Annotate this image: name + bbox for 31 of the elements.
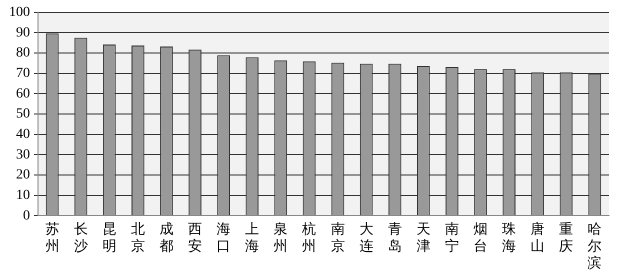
y-tick-label: 40: [16, 126, 30, 142]
y-tick-label: 90: [16, 25, 30, 40]
x-tick-label: 哈尔滨: [588, 222, 602, 272]
x-tick-label: 海口: [216, 222, 231, 254]
y-tick-label: 70: [16, 66, 30, 82]
x-tick-label: 重庆: [559, 222, 574, 254]
x-tick-label: 南宁: [444, 222, 459, 254]
y-tick-label: 0: [23, 208, 30, 224]
y-tick-label: 10: [16, 188, 30, 203]
x-tick-label: 昆明: [102, 222, 116, 254]
x-tick-label: 烟台: [474, 222, 488, 254]
x-tick-label: 泉州: [274, 222, 288, 254]
x-tick-label: 成都: [159, 222, 174, 254]
y-tick-label: 50: [16, 106, 30, 122]
y-tick-label: 60: [16, 86, 30, 102]
y-tick-label: 100: [9, 5, 30, 20]
x-tick-label: 唐山: [530, 222, 545, 254]
x-tick-label: 青岛: [388, 222, 402, 254]
x-tick-label: 南京: [330, 222, 345, 254]
x-tick-label: 长沙: [74, 222, 88, 254]
x-tick-label: 北京: [130, 222, 145, 254]
x-tick-label: 上海: [245, 222, 260, 254]
x-tick-label: 天津: [416, 222, 430, 254]
y-tick-label: 20: [16, 168, 30, 183]
x-tick-label: 苏州: [45, 222, 60, 254]
x-tick-label: 大连: [359, 222, 374, 254]
x-tick-label: 西安: [188, 222, 202, 254]
x-tick-label: 珠海: [502, 222, 516, 254]
y-tick-label: 30: [16, 147, 30, 162]
y-tick-label: 80: [16, 46, 30, 61]
x-tick-label: 杭州: [301, 222, 316, 254]
